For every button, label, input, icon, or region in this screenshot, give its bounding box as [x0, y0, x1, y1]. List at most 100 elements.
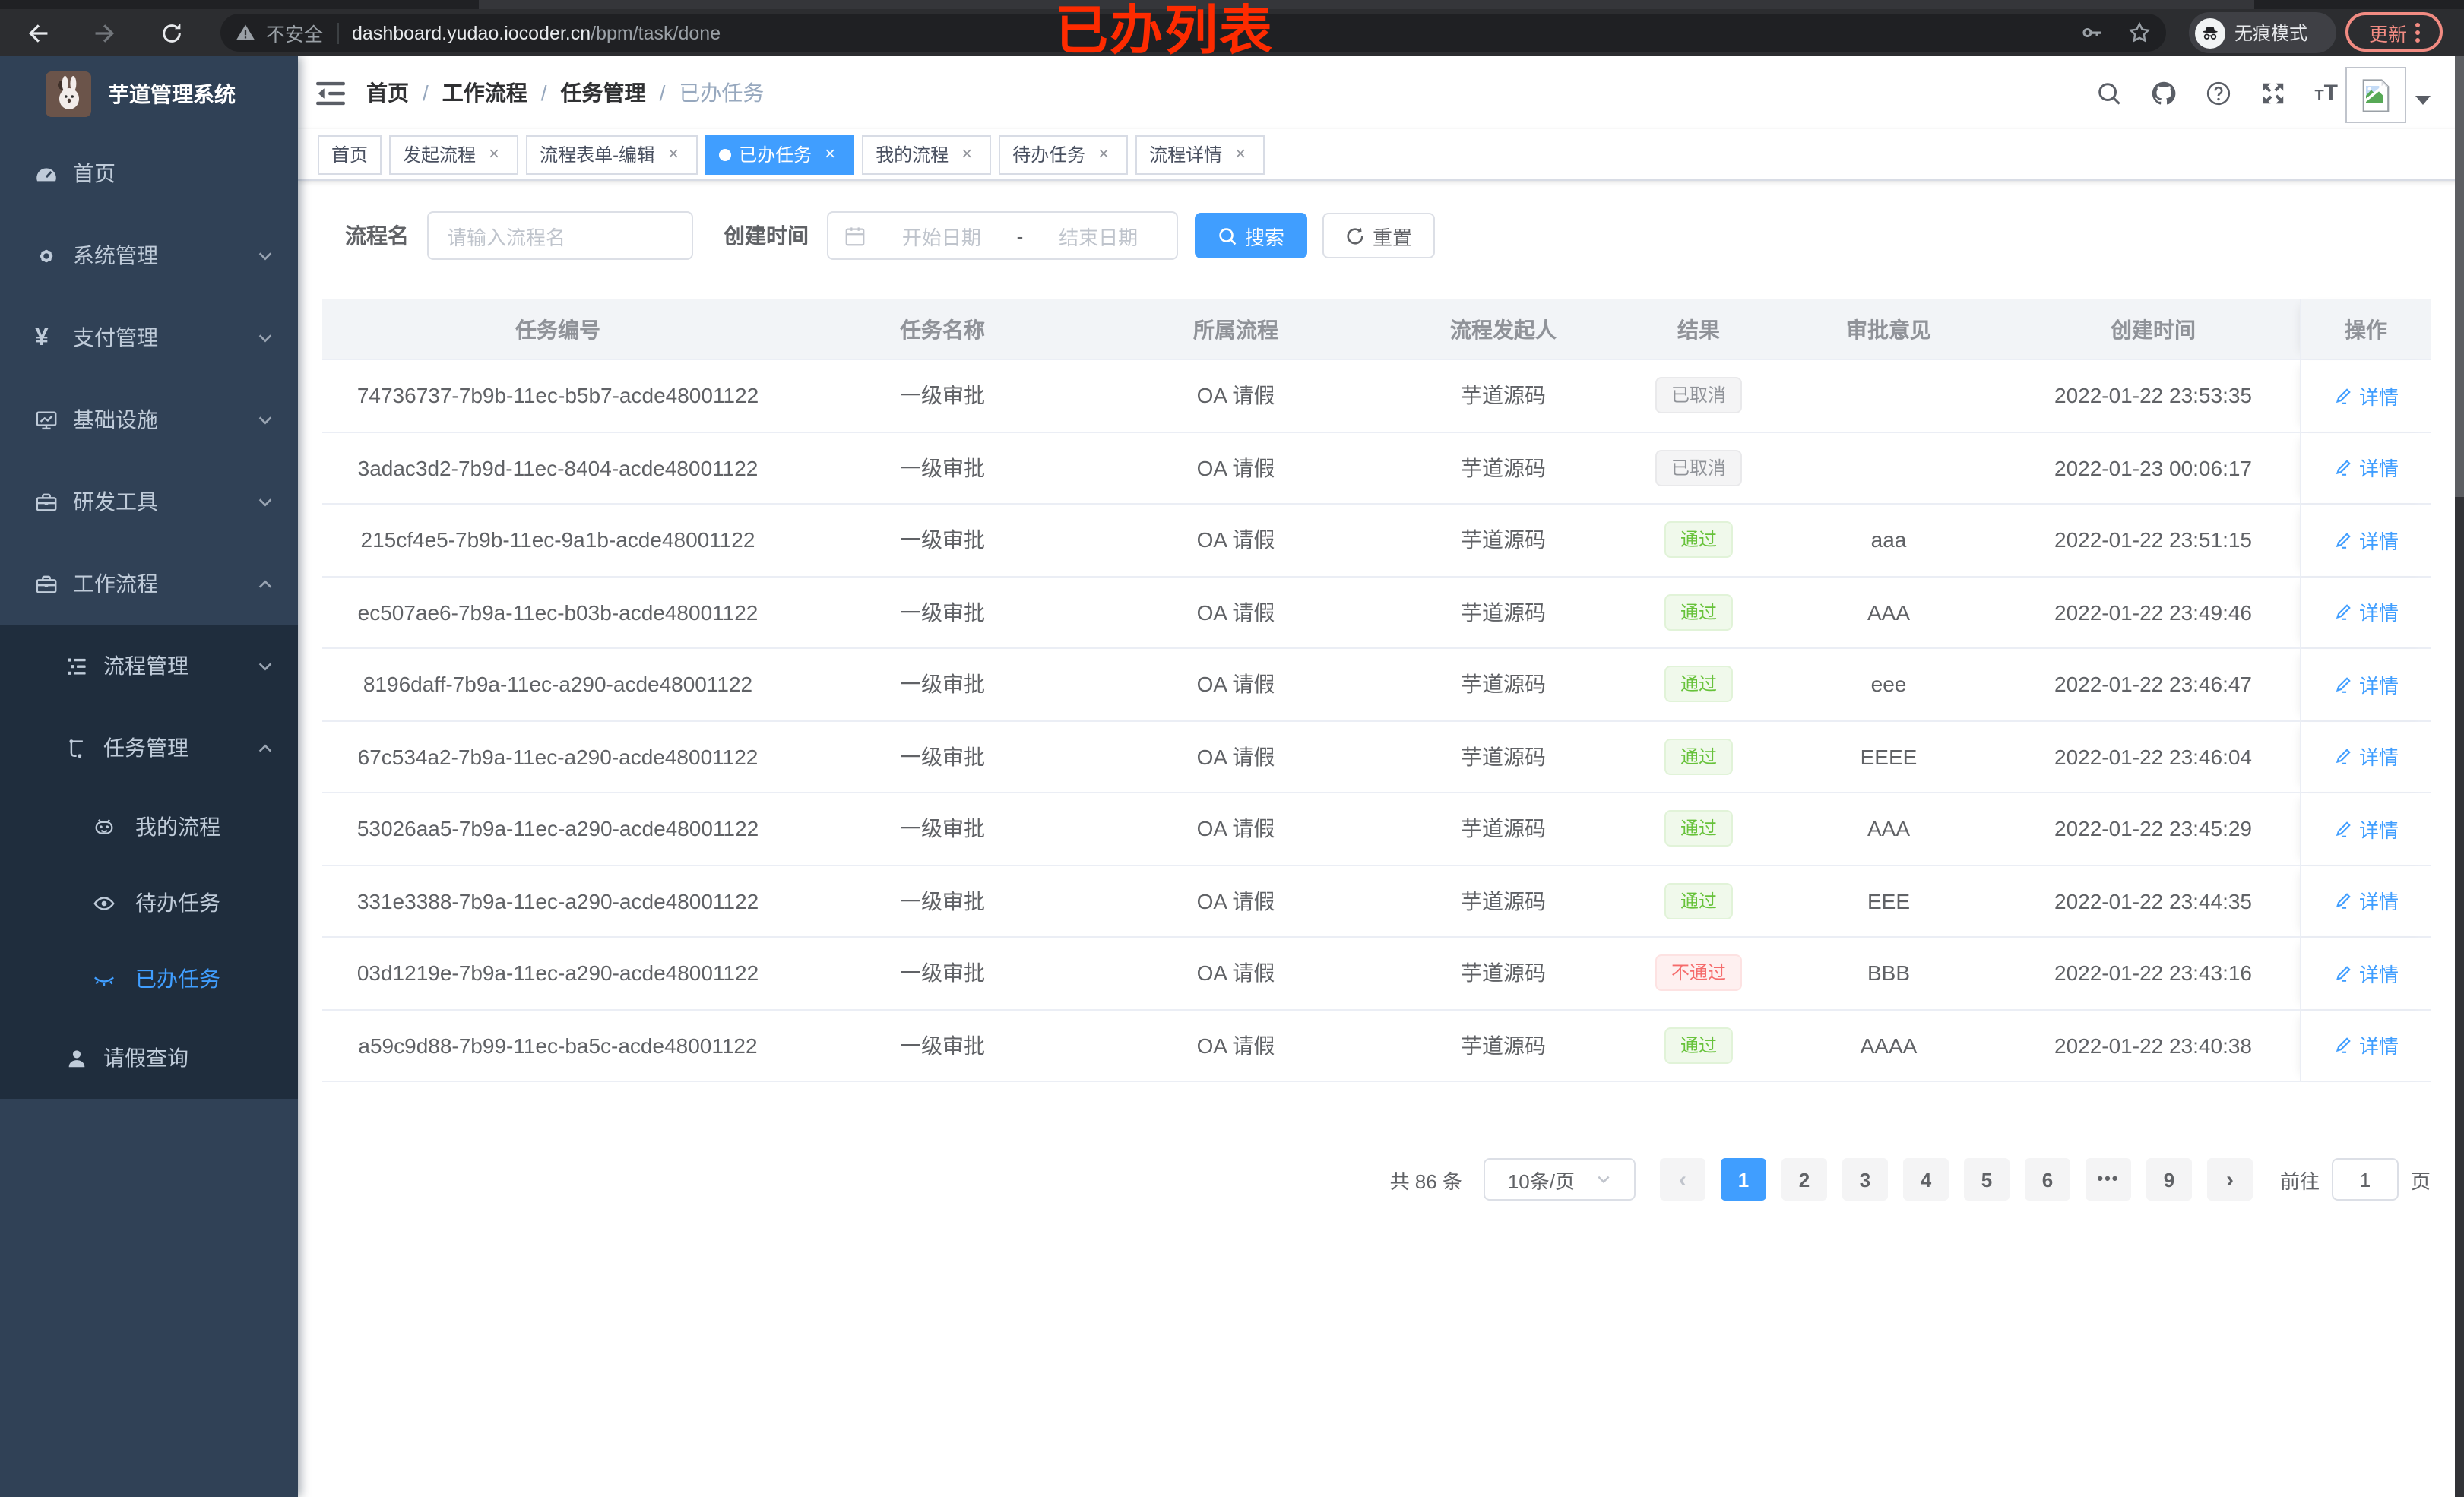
detail-link[interactable]: 详情	[2333, 959, 2399, 988]
url-bar[interactable]: 不安全 dashboard.yudao.iocoder.cn/bpm/task/…	[220, 14, 2166, 52]
sidebar-item-task-mgmt[interactable]: 任务管理	[0, 707, 298, 789]
cell-created: 2022-01-22 23:44:35	[2054, 888, 2252, 913]
cell-opinion: eee	[1870, 672, 1907, 697]
edit-icon	[2336, 893, 2351, 910]
close-icon[interactable]: ×	[825, 142, 836, 163]
forward-button[interactable]	[84, 11, 126, 54]
reset-button[interactable]: 重置	[1322, 213, 1436, 258]
cell-task-id: 8196daff-7b9a-11ec-a290-acde48001122	[363, 672, 753, 697]
detail-link[interactable]: 详情	[2333, 887, 2399, 916]
close-icon[interactable]: ×	[489, 142, 500, 163]
sidebar-item-payment[interactable]: ¥ 支付管理	[0, 296, 298, 378]
github-icon[interactable]	[2150, 80, 2176, 106]
page-annotation: 已办列表	[1055, 2, 1275, 61]
top-navbar: 首页 / 工作流程 / 任务管理 / 已办任务 TT	[298, 56, 2464, 129]
page-size-select[interactable]: 10条/页	[1483, 1158, 1636, 1201]
tab-home[interactable]: 首页	[318, 135, 382, 174]
sidebar-item-home[interactable]: 首页	[0, 132, 298, 214]
incognito-badge: 无痕模式	[2189, 12, 2336, 53]
hamburger-icon	[316, 81, 345, 105]
tab-my-process[interactable]: 我的流程 ×	[862, 135, 992, 174]
close-icon[interactable]: ×	[668, 142, 679, 163]
page-button-1[interactable]: 1	[1720, 1158, 1766, 1201]
calendar-icon	[845, 226, 865, 245]
more-pages-button[interactable]: •••	[2085, 1158, 2131, 1201]
font-size-icon[interactable]: TT	[2314, 80, 2338, 106]
detail-link[interactable]: 详情	[2333, 1031, 2399, 1060]
cell-task-id: 74736737-7b9b-11ec-b5b7-acde48001122	[356, 383, 759, 408]
tab-form-edit[interactable]: 流程表单-编辑 ×	[526, 135, 698, 174]
cell-task-name: 一级审批	[900, 888, 985, 913]
sidebar-item-leave-query[interactable]: 请假查询	[0, 1017, 298, 1099]
detail-link[interactable]: 详情	[2333, 815, 2399, 843]
cell-opinion: EEEE	[1860, 744, 1918, 769]
fullscreen-icon[interactable]	[2260, 80, 2285, 106]
avatar[interactable]	[2345, 67, 2406, 123]
tab-start-process[interactable]: 发起流程 ×	[389, 135, 519, 174]
breadcrumb-separator: /	[540, 81, 547, 105]
page-size-value: 10条/页	[1507, 1169, 1575, 1192]
close-icon[interactable]: ×	[1235, 142, 1246, 163]
tab-done-tasks[interactable]: 已办任务 ×	[705, 135, 855, 174]
sidebar-item-devtools[interactable]: 研发工具	[0, 460, 298, 543]
table-row: 03d1219e-7b9a-11ec-a290-acde48001122 一级审…	[322, 938, 2431, 1010]
breadcrumb-separator: /	[659, 81, 666, 105]
reload-icon	[163, 22, 181, 42]
tab-process-detail[interactable]: 流程详情 ×	[1135, 135, 1265, 174]
prev-page-button[interactable]: ‹	[1659, 1158, 1705, 1201]
date-range-input[interactable]: 开始日期 - 结束日期	[827, 211, 1178, 260]
help-icon[interactable]	[2205, 80, 2231, 106]
detail-link[interactable]: 详情	[2333, 526, 2399, 555]
sidebar-item-my-process[interactable]: 我的流程	[0, 789, 298, 865]
avatar-caret-icon[interactable]	[2415, 96, 2431, 105]
result-tag: 通过	[1664, 1027, 1732, 1064]
sidebar-item-system[interactable]: 系统管理	[0, 214, 298, 296]
reload-button[interactable]	[150, 11, 193, 54]
cell-task-id: 3adac3d2-7b9d-11ec-8404-acde48001122	[357, 455, 759, 480]
browser-menu-kebab-icon[interactable]	[2415, 22, 2419, 42]
page-button-5[interactable]: 5	[1963, 1158, 2010, 1201]
sidebar-item-label: 已办任务	[135, 967, 220, 991]
detail-link[interactable]: 详情	[2333, 598, 2399, 627]
update-label: 更新	[2368, 24, 2407, 45]
close-icon[interactable]: ×	[1098, 142, 1110, 163]
process-name-input[interactable]: 请输入流程名	[427, 211, 693, 260]
page-button-9[interactable]: 9	[2146, 1158, 2192, 1201]
page-button-4[interactable]: 4	[1902, 1158, 1949, 1201]
sidebar-item-done-tasks[interactable]: 已办任务	[0, 941, 298, 1017]
breadcrumb-task-mgmt[interactable]: 任务管理	[560, 81, 646, 105]
breadcrumb-workflow[interactable]: 工作流程	[442, 81, 527, 105]
goto-page-input[interactable]	[2331, 1158, 2399, 1201]
next-page-button[interactable]: ›	[2206, 1158, 2253, 1201]
sidebar-item-todo-tasks[interactable]: 待办任务	[0, 865, 298, 941]
scrollbar-thumb[interactable]	[2455, 56, 2464, 497]
eye-closed-icon	[93, 976, 115, 986]
page-button-6[interactable]: 6	[2024, 1158, 2070, 1201]
sidebar-item-infrastructure[interactable]: 基础设施	[0, 378, 298, 460]
sidebar-item-workflow[interactable]: 工作流程	[0, 543, 298, 625]
page-unit-label: 页	[2410, 1169, 2431, 1192]
page-scrollbar[interactable]	[2455, 56, 2464, 1497]
sidebar-logo[interactable]: 芋道管理系统	[0, 56, 298, 132]
search-icon[interactable]	[2095, 80, 2121, 106]
sidebar-item-process-mgmt[interactable]: 流程管理	[0, 625, 298, 707]
star-icon[interactable]	[2128, 21, 2151, 44]
detail-link[interactable]: 详情	[2333, 742, 2399, 771]
breadcrumb-home[interactable]: 首页	[366, 81, 409, 105]
page-button-2[interactable]: 2	[1781, 1158, 1827, 1201]
table-row: 331e3388-7b9a-11ec-a290-acde48001122 一级审…	[322, 866, 2431, 938]
detail-link[interactable]: 详情	[2333, 670, 2399, 699]
back-button[interactable]	[17, 11, 59, 54]
key-icon[interactable]	[2081, 21, 2104, 44]
result-tag: 已取消	[1655, 377, 1741, 414]
detail-link[interactable]: 详情	[2333, 454, 2399, 483]
filter-bar: 流程名 请输入流程名 创建时间 开始日期 - 结束日期 搜索	[298, 181, 2464, 260]
sidebar-toggle-button[interactable]	[298, 80, 366, 106]
update-button[interactable]: 更新	[2345, 12, 2443, 52]
sidebar-submenu-workflow: 流程管理 任务管理 我的流程 待办任务 已办	[0, 625, 298, 1099]
tab-todo-tasks[interactable]: 待办任务 ×	[999, 135, 1129, 174]
close-icon[interactable]: ×	[961, 142, 973, 163]
page-button-3[interactable]: 3	[1842, 1158, 1888, 1201]
search-button[interactable]: 搜索	[1195, 213, 1308, 258]
detail-link[interactable]: 详情	[2333, 381, 2399, 410]
